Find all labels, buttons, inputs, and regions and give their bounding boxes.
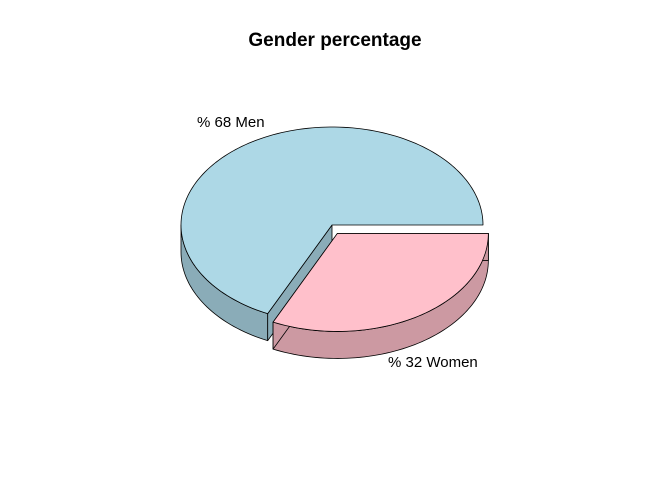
slice-top-men: [180, 126, 484, 315]
pie-slices: [180, 126, 489, 359]
chart-title: Gender percentage: [248, 30, 421, 51]
slice-label-men: % 68 Men: [197, 114, 265, 131]
slice-label-women: % 32 Women: [388, 354, 478, 371]
slice-top-women: [272, 233, 489, 332]
